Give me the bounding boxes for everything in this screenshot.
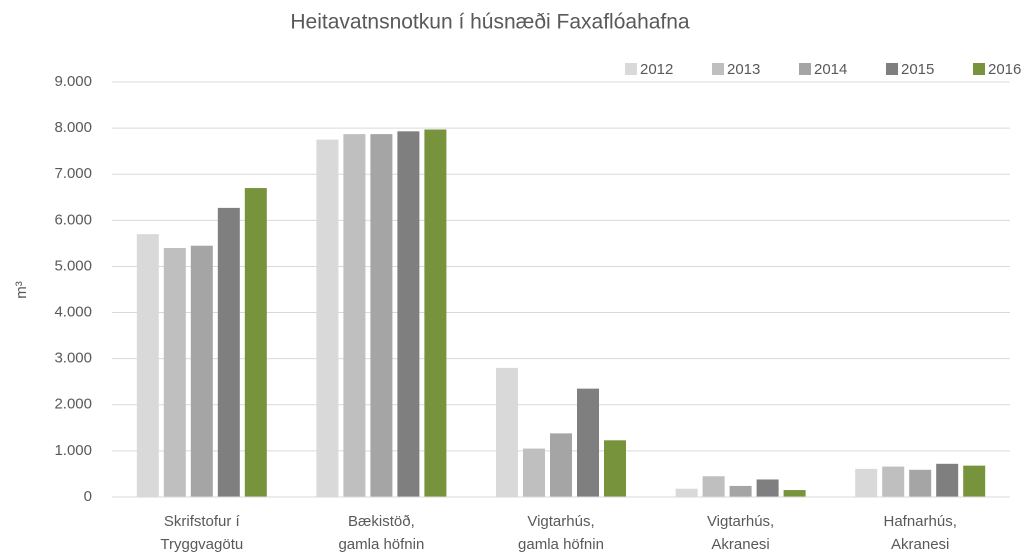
legend-swatch — [799, 63, 811, 75]
legend-swatch — [712, 63, 724, 75]
y-tick-label: 7.000 — [54, 165, 92, 182]
bar — [550, 433, 572, 497]
x-tick-label: Bækistöð, — [348, 513, 415, 530]
bar — [577, 388, 599, 497]
y-tick-label: 3.000 — [54, 350, 92, 367]
bar — [909, 469, 932, 497]
y-tick-label: 9.000 — [54, 73, 92, 90]
y-tick-label: 5.000 — [54, 257, 92, 274]
chart-title: Heitavatnsnotkun í húsnæði Faxaflóahafna — [290, 11, 690, 34]
y-tick-label: 0 — [84, 488, 92, 505]
x-tick-label: gamla höfnin — [338, 536, 424, 553]
x-tick-label: gamla höfnin — [518, 536, 604, 553]
y-tick-label: 2.000 — [54, 396, 92, 413]
y-tick-label: 6.000 — [54, 211, 92, 228]
bar — [343, 134, 366, 497]
bar — [190, 245, 213, 497]
x-tick-label: Tryggvagötu — [160, 536, 243, 553]
bar — [963, 465, 986, 497]
bar — [163, 248, 186, 497]
x-tick-label: Akranesi — [891, 536, 949, 553]
legend-swatch — [625, 63, 637, 75]
y-tick-label: 4.000 — [54, 304, 92, 321]
legend-swatch — [886, 63, 898, 75]
x-tick-label: Vigtarhús, — [707, 513, 774, 530]
bar — [217, 207, 240, 497]
bar — [702, 476, 725, 497]
y-axis-label: m³ — [13, 281, 30, 299]
x-tick-label: Skrifstofur í — [164, 513, 241, 530]
bar — [882, 466, 905, 497]
y-tick-label: 8.000 — [54, 119, 92, 136]
legend-label: 2013 — [727, 61, 760, 78]
bar — [604, 440, 626, 497]
legend-swatch — [973, 63, 985, 75]
bar — [244, 188, 267, 498]
x-tick-label: Hafnarhús, — [884, 513, 957, 530]
bar — [783, 490, 806, 497]
bar — [756, 479, 779, 497]
bar — [370, 134, 393, 497]
legend-label: 2014 — [814, 61, 847, 78]
bar — [136, 234, 159, 497]
bar — [424, 129, 447, 497]
bar — [936, 463, 959, 497]
bar — [523, 448, 545, 497]
y-tick-label: 1.000 — [54, 442, 92, 459]
x-tick-label: Akranesi — [711, 536, 769, 553]
bar — [397, 131, 420, 498]
bar — [675, 488, 698, 497]
legend-label: 2015 — [901, 61, 934, 78]
legend-label: 2012 — [640, 61, 673, 78]
bar — [855, 468, 878, 497]
x-tick-label: Vigtarhús, — [527, 513, 594, 530]
legend-label: 2016 — [988, 61, 1021, 78]
bar — [729, 485, 752, 497]
bar — [496, 367, 518, 497]
bar — [316, 139, 339, 497]
